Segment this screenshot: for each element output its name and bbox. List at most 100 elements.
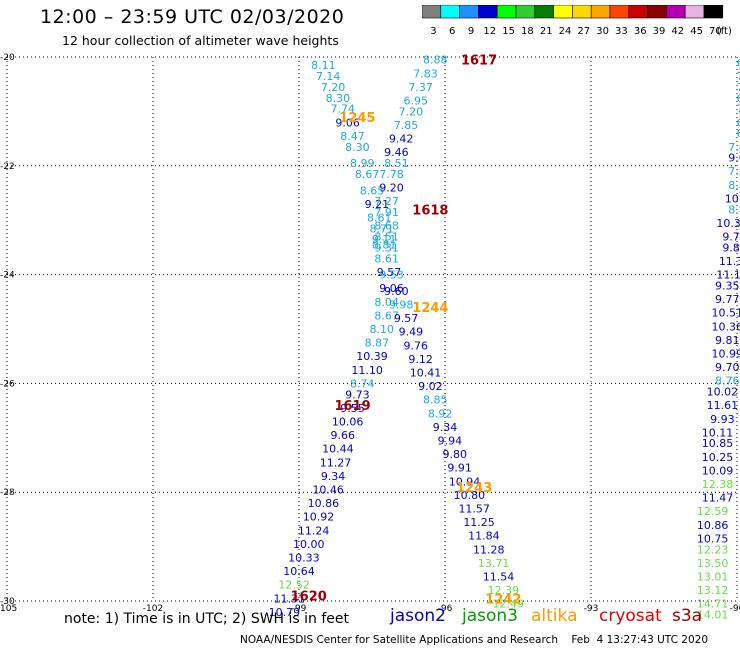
swh-value: 9.93 bbox=[710, 413, 735, 426]
swh-value: 10.51 bbox=[712, 307, 740, 320]
swh-value: 13.12 bbox=[697, 584, 729, 597]
swh-value: 11.34 bbox=[719, 255, 740, 268]
x-tick-label: -102 bbox=[143, 604, 163, 614]
swh-value: 11.54 bbox=[483, 571, 515, 584]
swh-value: 9.20 bbox=[379, 182, 404, 195]
swh-value: 14.71 bbox=[697, 598, 729, 611]
pass-time-label: 1619 bbox=[334, 399, 370, 414]
swh-value: 10.46 bbox=[312, 483, 344, 496]
x-tick-label: -96 bbox=[438, 604, 453, 614]
swh-value: 7.85 bbox=[394, 119, 419, 132]
legend-label-33: 33 bbox=[615, 26, 628, 37]
swh-value: 10.92 bbox=[303, 511, 335, 524]
swh-value: 9.87 bbox=[722, 241, 740, 254]
swh-value: 10.11 bbox=[702, 426, 734, 439]
swh-value: 10.02 bbox=[707, 386, 739, 399]
x-tick-label: -93 bbox=[584, 604, 599, 614]
legend-swatch-70 bbox=[703, 5, 724, 19]
pass-time-label: 1242 bbox=[485, 592, 521, 607]
swh-value: 9.91 bbox=[447, 462, 472, 475]
swh-value: 9.21 bbox=[365, 198, 390, 211]
swh-value: 7. bbox=[737, 81, 740, 94]
swh-value: 10.86 bbox=[697, 519, 729, 532]
swh-value: 8.8 bbox=[728, 179, 740, 192]
legend-label-36: 36 bbox=[634, 26, 647, 37]
swh-value: 13.01 bbox=[697, 571, 729, 584]
legend-label-6: 6 bbox=[449, 26, 455, 37]
swh-value: 12.38 bbox=[702, 478, 734, 491]
legend-label-24: 24 bbox=[559, 26, 572, 37]
swh-value: 11.57 bbox=[458, 503, 490, 516]
swh-value: 8.61 bbox=[367, 211, 392, 224]
legend-label-45: 45 bbox=[690, 26, 703, 37]
swh-value: 8.67 bbox=[374, 309, 399, 322]
swh-value: 8.88 bbox=[423, 54, 448, 67]
swh-value: 8.76 bbox=[715, 375, 740, 388]
swh-value: 10.34 bbox=[716, 217, 740, 230]
swh-value: 12.52 bbox=[278, 579, 310, 592]
y-tick-label: -30 bbox=[0, 597, 15, 607]
swh-value: 10.85 bbox=[702, 437, 734, 450]
swh-value: 8.30 bbox=[326, 92, 351, 105]
satellite-cryosat: cryosat bbox=[599, 606, 662, 626]
legend-label-12: 12 bbox=[483, 26, 496, 37]
swh-value: 9.66 bbox=[331, 429, 356, 442]
swh-value: 7.78 bbox=[379, 168, 404, 181]
swh-value: 10.94 bbox=[449, 475, 481, 488]
swh-value: 9.11 bbox=[372, 233, 397, 246]
swh-value: 9.73 bbox=[345, 388, 370, 401]
legend-label-27: 27 bbox=[577, 26, 590, 37]
swh-value: 9.53 bbox=[379, 269, 404, 282]
swh-value: 9.02 bbox=[418, 380, 443, 393]
swh-value: 9.42 bbox=[389, 133, 414, 146]
pass-time-label: 1620 bbox=[291, 590, 327, 605]
legend-label-18: 18 bbox=[521, 26, 534, 37]
legend-label-39: 39 bbox=[653, 26, 666, 37]
swh-value: 11.25 bbox=[463, 516, 495, 529]
pass-time-label: 1245 bbox=[339, 111, 375, 126]
chart-subtitle: 12 hour collection of altimeter wave hei… bbox=[62, 33, 339, 48]
swh-value: 10.79 bbox=[269, 606, 301, 619]
swh-value: 6. bbox=[737, 127, 740, 140]
swh-value: 8.10 bbox=[369, 323, 394, 336]
swh-value: 9.34 bbox=[321, 470, 346, 483]
legend-unit: (ft) bbox=[717, 26, 732, 37]
swh-value: 8.8 bbox=[728, 203, 740, 216]
legend-label-21: 21 bbox=[540, 26, 553, 37]
legend-label-70: 70 bbox=[709, 26, 722, 37]
swh-value: 8.71 bbox=[369, 222, 394, 235]
swh-value: 9.57 bbox=[394, 312, 419, 325]
swh-value: 11.28 bbox=[473, 543, 505, 556]
swh-value: 7.27 bbox=[374, 195, 399, 208]
pass-time-label: 1243 bbox=[456, 481, 492, 496]
swh-value: 9.46 bbox=[384, 146, 409, 159]
swh-value: 7.14 bbox=[316, 70, 341, 83]
swh-value: 12.59 bbox=[697, 505, 729, 518]
swh-value: 10.25 bbox=[702, 451, 734, 464]
swh-value: 11.10 bbox=[716, 269, 740, 282]
satellite-jason3: jason3 bbox=[462, 606, 518, 626]
color-legend: 3 6 9 12 15 18 21 24 27 30 33 36 39 42 45 70(ft) bbox=[422, 5, 732, 37]
y-tick-label: -28 bbox=[0, 488, 15, 498]
swh-value: 8.11 bbox=[311, 59, 336, 72]
swh-value: 11.31 bbox=[274, 592, 306, 605]
swh-value: 6. bbox=[737, 116, 740, 129]
swh-value: 9.49 bbox=[399, 326, 424, 339]
x-tick-label: -99 bbox=[292, 604, 307, 614]
swh-value: 9.81 bbox=[715, 334, 740, 347]
legend-label-3: 3 bbox=[430, 26, 436, 37]
swh-value: 7. bbox=[737, 70, 740, 83]
swh-value: 10.44 bbox=[322, 443, 354, 456]
swh-value: 9.35 bbox=[715, 279, 740, 292]
swh-value: 8.30 bbox=[345, 141, 370, 154]
swh-value: 8.85 bbox=[423, 394, 448, 407]
satellite-s3a: s3a bbox=[672, 606, 703, 626]
swh-value: 6. bbox=[737, 56, 740, 69]
swh-value: 7. bbox=[737, 103, 740, 116]
satellite-jason2: jason2 bbox=[390, 606, 446, 626]
swh-value: 8.51 bbox=[374, 231, 399, 244]
legend-label-9: 9 bbox=[468, 26, 474, 37]
swh-value: 8.67 bbox=[355, 168, 380, 181]
swh-value: 9.06 bbox=[379, 282, 404, 295]
